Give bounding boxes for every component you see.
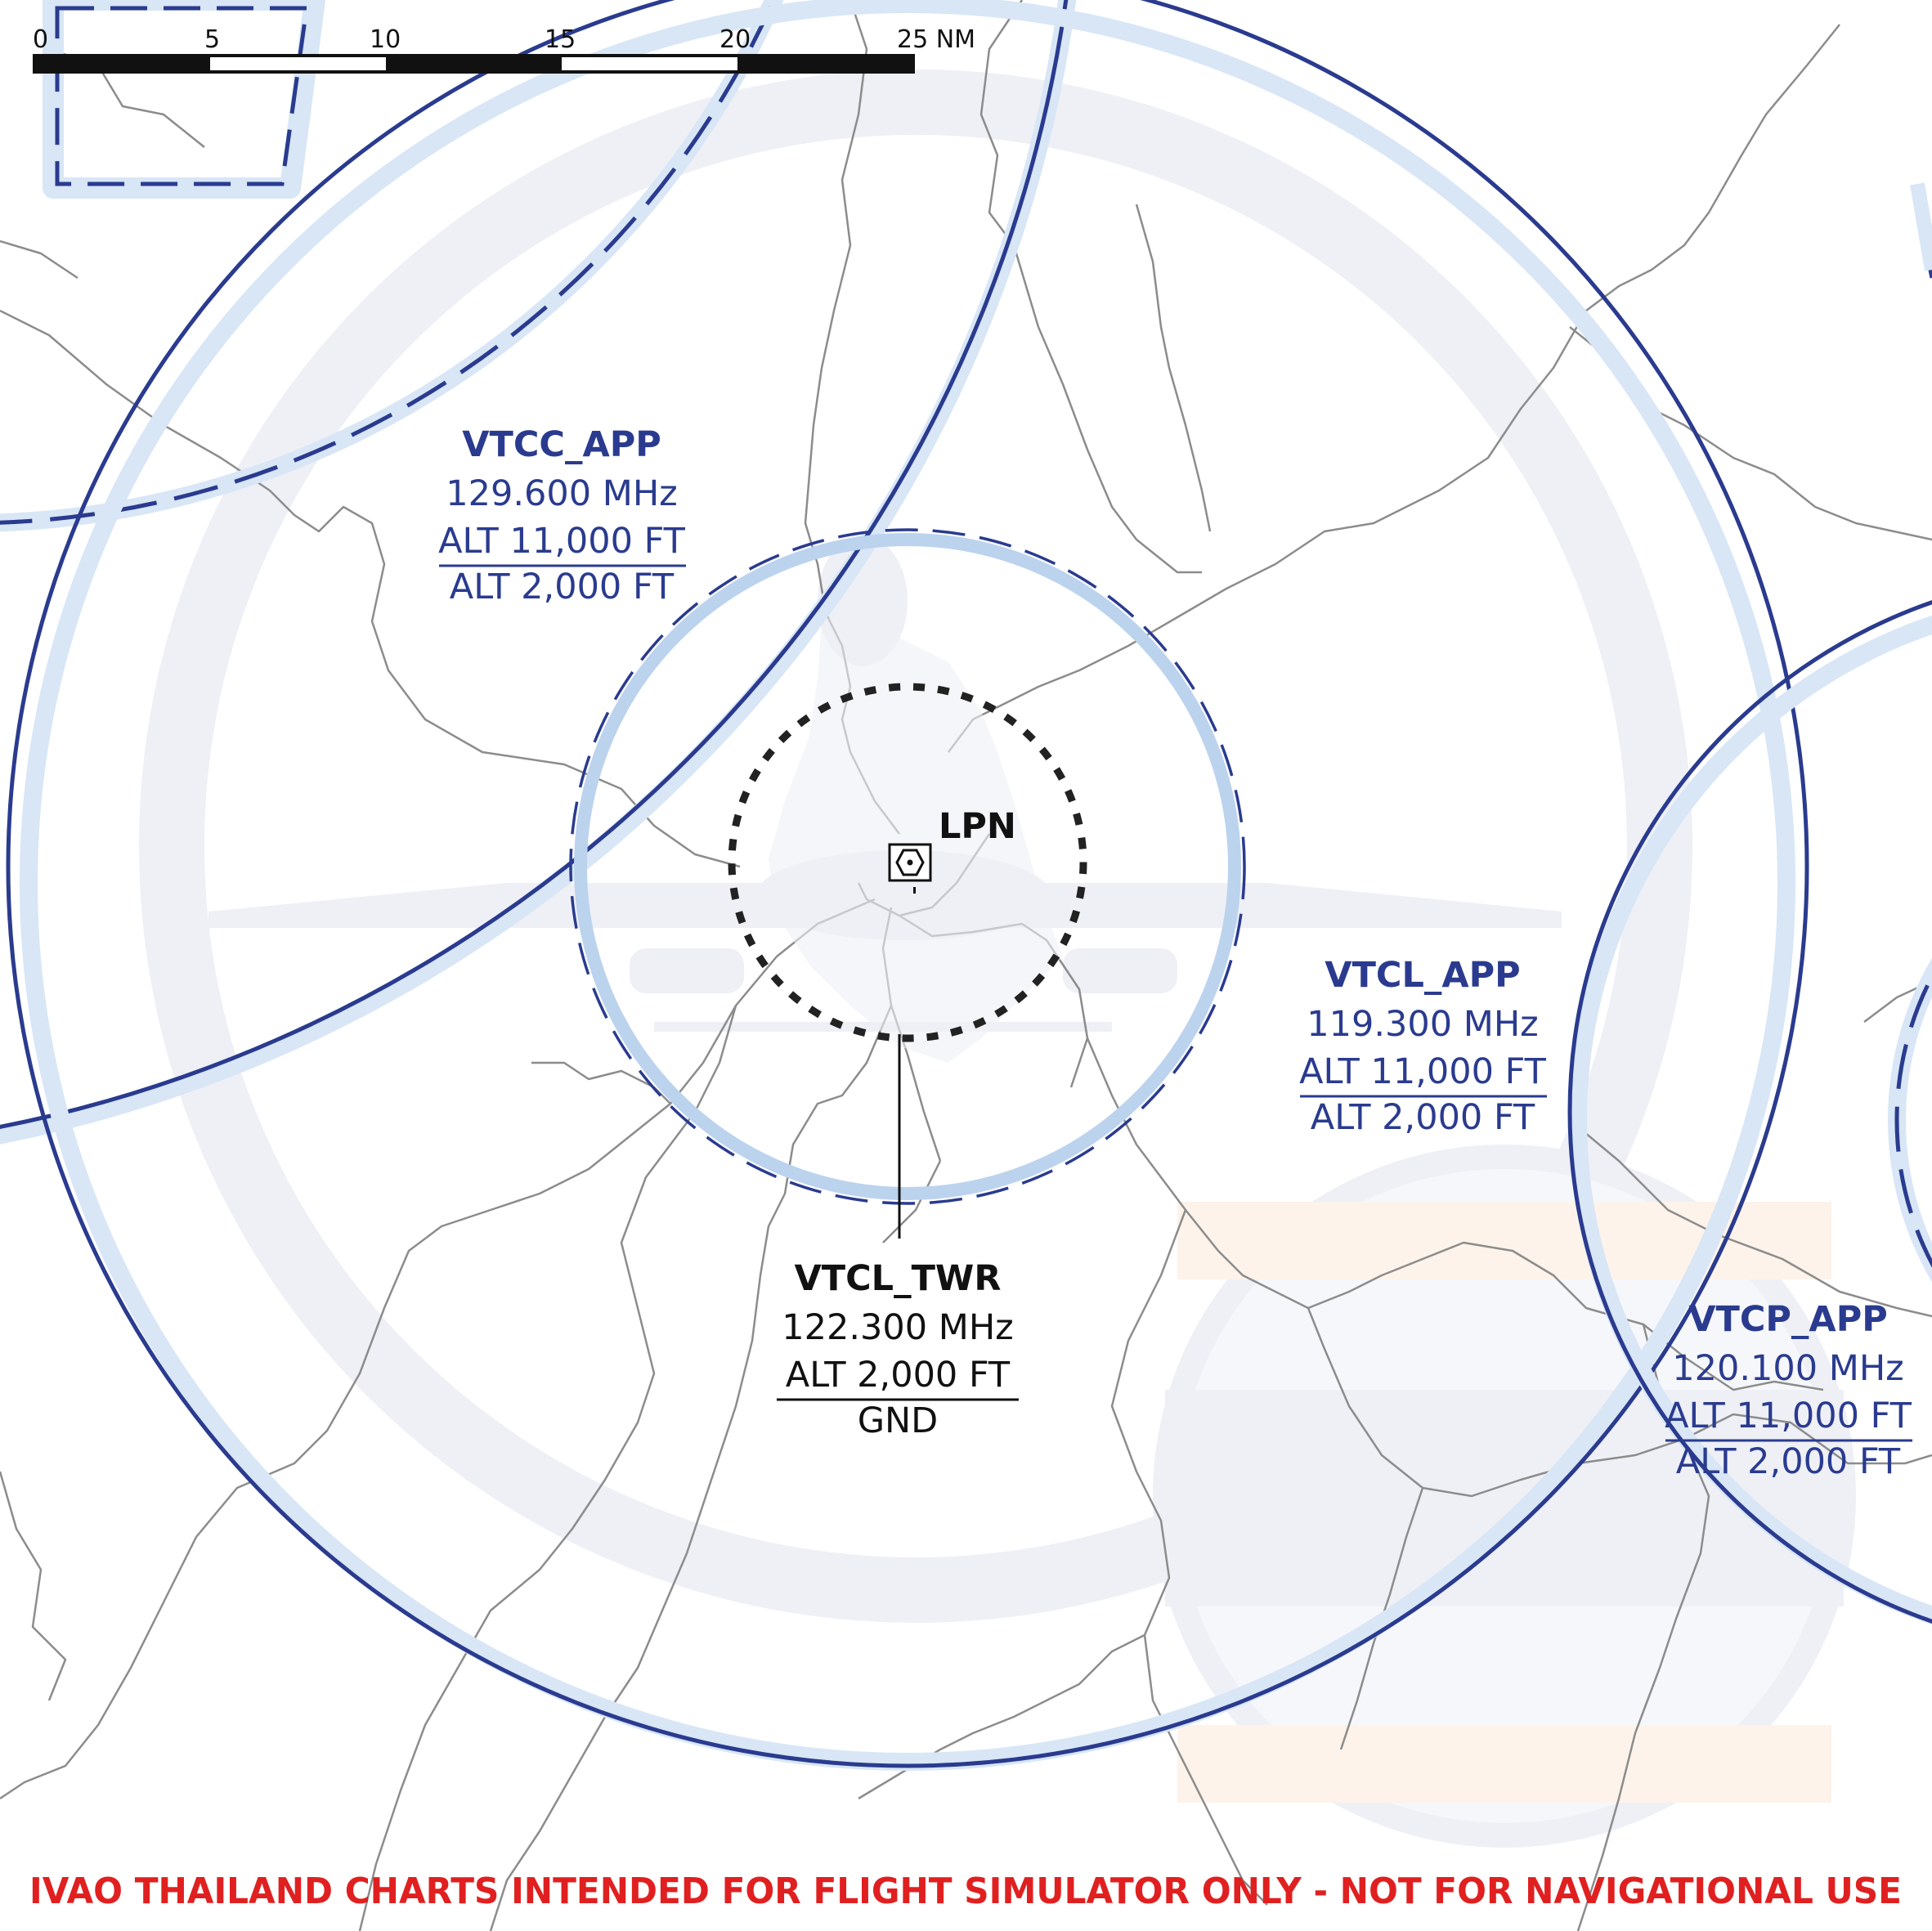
airport-symbol-icon (888, 843, 932, 894)
sector-callsign: VTCL_TWR (795, 1258, 1002, 1299)
sector-callsign: VTCL_APP (1325, 955, 1520, 996)
sector-upper-limit: ALT 2,000 FT (786, 1355, 1011, 1396)
scale-tick-0: 0 (33, 25, 48, 54)
sector-lower-limit: GND (858, 1400, 939, 1441)
sector-label-vtcl-twr: VTCL_TWR 122.300 MHz ALT 2,000 FT GND (777, 1258, 1019, 1441)
scale-tick-15: 15 (545, 25, 576, 54)
terrain-area (769, 589, 1063, 1063)
east-boundary (1888, 182, 1932, 1283)
disclaimer-text: IVAO THAILAND CHARTS INTENDED FOR FLIGHT… (29, 1871, 1902, 1912)
scale-bar: 0 5 10 15 20 25 NM (33, 25, 975, 74)
sector-label-vtcl-app: VTCL_APP 119.300 MHz ALT 11,000 FT ALT 2… (1299, 955, 1547, 1138)
scale-tick-20: 20 (719, 25, 751, 54)
sector-frequency: 129.600 MHz (446, 473, 678, 514)
sector-callsign: VTCP_APP (1688, 1299, 1888, 1340)
sector-lower-limit: ALT 2,000 FT (1676, 1441, 1901, 1482)
airport-ident: LPN (939, 806, 1016, 847)
scale-tick-25: 25 NM (897, 25, 975, 54)
sector-callsign: VTCC_APP (462, 424, 661, 465)
sector-upper-limit: ALT 11,000 FT (1299, 1051, 1546, 1092)
vtcp-app-boundary (1567, 600, 1932, 1625)
restricted-area (43, 0, 325, 199)
sector-lower-limit: ALT 2,000 FT (450, 567, 675, 607)
aerodrome-traffic-zone (728, 683, 1087, 1042)
sector-frequency: 120.100 MHz (1672, 1348, 1904, 1389)
scale-tick-10: 10 (370, 25, 401, 54)
sector-frequency: 119.300 MHz (1307, 1004, 1539, 1045)
sector-label-vtcc-app: VTCC_APP 129.600 MHz ALT 11,000 FT ALT 2… (438, 424, 686, 607)
sector-upper-limit: ALT 11,000 FT (438, 521, 685, 562)
scale-tick-5: 5 (204, 25, 220, 54)
sector-upper-limit: ALT 11,000 FT (1665, 1396, 1912, 1436)
vtcl-twr-boundary (569, 528, 1246, 1205)
sector-label-vtcp-app: VTCP_APP 120.100 MHz ALT 11,000 FT ALT 2… (1665, 1299, 1912, 1482)
sector-lower-limit: ALT 2,000 FT (1311, 1097, 1535, 1138)
sector-frequency: 122.300 MHz (782, 1307, 1014, 1348)
vtcl-app-boundary (6, 0, 1809, 1771)
